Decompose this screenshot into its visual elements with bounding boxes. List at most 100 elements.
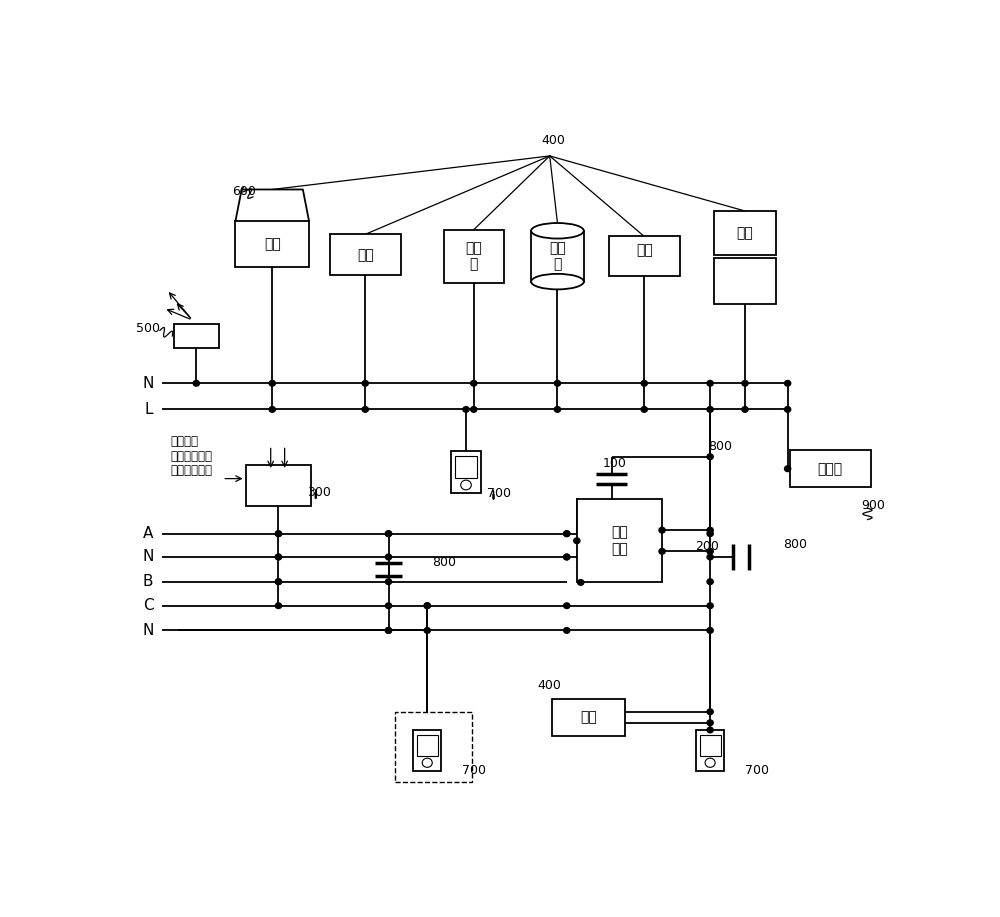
Text: 800: 800 — [432, 556, 456, 569]
Circle shape — [564, 554, 570, 559]
Circle shape — [463, 406, 469, 413]
Text: 其他信号输入: 其他信号输入 — [170, 449, 212, 462]
Circle shape — [707, 627, 713, 634]
Text: 400: 400 — [542, 134, 566, 147]
Circle shape — [707, 454, 713, 459]
Bar — [413, 730, 441, 771]
Bar — [451, 451, 481, 493]
Circle shape — [564, 602, 570, 609]
Circle shape — [578, 580, 584, 585]
Text: 200: 200 — [695, 540, 719, 553]
Circle shape — [707, 527, 713, 533]
Ellipse shape — [531, 274, 584, 290]
Circle shape — [385, 627, 392, 634]
Text: A: A — [143, 526, 153, 541]
Circle shape — [742, 406, 748, 413]
Circle shape — [707, 548, 713, 554]
Bar — [417, 735, 438, 757]
Bar — [790, 450, 871, 487]
Circle shape — [424, 602, 430, 609]
Circle shape — [385, 531, 392, 536]
Text: 100: 100 — [603, 457, 627, 470]
Circle shape — [554, 381, 561, 386]
Text: 电视: 电视 — [357, 248, 374, 261]
Text: 900: 900 — [862, 499, 886, 512]
Circle shape — [785, 381, 791, 386]
Text: 电脑: 电脑 — [264, 238, 281, 251]
Circle shape — [362, 406, 368, 413]
Circle shape — [385, 554, 392, 559]
Text: 700: 700 — [462, 764, 486, 777]
Text: B: B — [143, 574, 154, 590]
Circle shape — [424, 627, 430, 634]
Circle shape — [707, 720, 713, 725]
Text: L: L — [144, 402, 152, 417]
Text: 服务器: 服务器 — [818, 462, 843, 476]
Circle shape — [785, 406, 791, 413]
Bar — [609, 237, 680, 276]
Bar — [700, 735, 721, 757]
Circle shape — [362, 381, 368, 386]
Circle shape — [471, 406, 477, 413]
Circle shape — [269, 406, 275, 413]
Bar — [552, 699, 625, 735]
Circle shape — [269, 381, 275, 386]
Circle shape — [707, 406, 713, 413]
Circle shape — [275, 579, 282, 584]
Text: 洗衣
机: 洗衣 机 — [465, 241, 482, 271]
Text: N: N — [143, 549, 154, 565]
Text: 空调: 空调 — [636, 244, 653, 258]
Text: 网络信号: 网络信号 — [170, 436, 198, 448]
Circle shape — [471, 381, 477, 386]
Circle shape — [707, 709, 713, 714]
Text: C: C — [143, 598, 154, 613]
Bar — [444, 230, 504, 282]
Bar — [174, 324, 219, 348]
Circle shape — [424, 602, 430, 609]
Bar — [455, 456, 477, 478]
Text: 800: 800 — [783, 537, 807, 551]
Circle shape — [564, 531, 570, 536]
Ellipse shape — [531, 223, 584, 238]
Bar — [395, 712, 472, 782]
Circle shape — [385, 627, 392, 634]
Bar — [714, 258, 776, 304]
Text: 700: 700 — [487, 487, 511, 500]
Text: 热水
器: 热水 器 — [549, 241, 566, 271]
Circle shape — [385, 531, 392, 536]
Text: N: N — [143, 376, 154, 391]
Circle shape — [564, 627, 570, 634]
Text: 有线电视信号: 有线电视信号 — [170, 464, 212, 477]
Circle shape — [641, 406, 647, 413]
Text: N: N — [143, 623, 154, 638]
Circle shape — [193, 381, 199, 386]
Circle shape — [785, 466, 791, 471]
Text: 700: 700 — [745, 764, 769, 777]
Circle shape — [275, 531, 282, 536]
Bar — [235, 221, 309, 267]
Circle shape — [275, 602, 282, 609]
Bar — [696, 730, 724, 771]
Circle shape — [275, 554, 282, 559]
Text: 600: 600 — [232, 184, 256, 198]
Bar — [714, 211, 776, 255]
Circle shape — [275, 579, 282, 584]
Circle shape — [554, 406, 561, 413]
Circle shape — [564, 531, 570, 536]
Circle shape — [707, 531, 713, 536]
Circle shape — [742, 381, 748, 386]
Circle shape — [707, 602, 713, 609]
Text: 冰箱: 冰箱 — [737, 226, 753, 240]
Circle shape — [275, 531, 282, 536]
Text: 300: 300 — [307, 486, 331, 499]
Text: 电视: 电视 — [580, 711, 597, 724]
Circle shape — [659, 548, 665, 554]
Circle shape — [564, 554, 570, 559]
Circle shape — [707, 381, 713, 386]
Circle shape — [641, 381, 647, 386]
Circle shape — [275, 554, 282, 559]
Bar — [246, 465, 311, 506]
Bar — [577, 499, 662, 582]
Circle shape — [707, 727, 713, 733]
Circle shape — [385, 579, 392, 584]
